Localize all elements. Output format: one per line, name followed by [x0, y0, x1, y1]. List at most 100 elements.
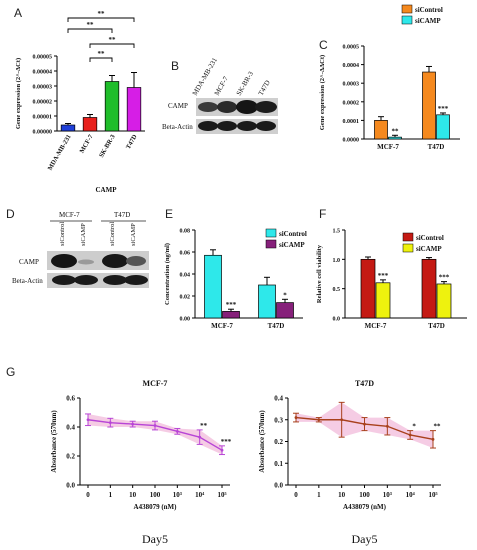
blot-b-band	[198, 102, 218, 112]
panel-label-d: D	[6, 207, 15, 221]
x-tick-label: 1	[109, 491, 113, 499]
blot-d-lane-4: siCAMP	[130, 223, 137, 246]
y-axis-label: Absorbance (570nm)	[50, 410, 58, 473]
data-point	[408, 433, 412, 437]
blot-b-band	[256, 121, 276, 131]
blot-d-lane-2: siCAMP	[80, 223, 87, 246]
x-tick-label: 10⁵	[428, 491, 437, 499]
x-axis-label: A438079 (nM)	[134, 503, 178, 511]
blot-b-band	[237, 121, 257, 131]
blot-d-lane-3: siControl	[109, 222, 116, 246]
blot-d-group-1: MCF-7	[59, 211, 80, 219]
bar	[375, 282, 391, 319]
data-point	[431, 437, 435, 441]
data-point	[363, 422, 366, 426]
y-tick-label: 0.00004	[33, 70, 53, 76]
x-tick-label: T47D	[428, 322, 445, 330]
blot-b: MDA-MB-231 MCF-7 SK-BR-3 T47D CAMP Beta-…	[162, 56, 278, 134]
significance-label: **	[109, 36, 117, 44]
legend-swatch	[402, 243, 414, 253]
bar	[60, 124, 76, 132]
blot-b-band	[255, 101, 277, 113]
y-tick-label: 0.0	[66, 482, 75, 490]
y-tick-label: 0.4	[66, 424, 75, 432]
y-tick-label: 0.0000	[343, 138, 360, 144]
x-tick-label: MDA-MB-231	[47, 134, 73, 172]
bar	[422, 71, 436, 140]
data-point	[385, 424, 389, 428]
x-tick-label: 10⁴	[195, 491, 205, 499]
legend-label: siControl	[279, 230, 307, 238]
x-tick-label: 0	[294, 491, 298, 499]
data-point	[340, 418, 344, 422]
significance-label: ***	[378, 272, 389, 280]
y-tick-label: 0.00005	[33, 55, 53, 61]
blot-d-band	[52, 275, 76, 285]
bar	[258, 284, 276, 319]
bar	[222, 311, 240, 319]
chart-title: T47D	[355, 379, 374, 388]
significance-label: **	[434, 423, 442, 431]
y-tick-label: 0.0003	[343, 82, 360, 88]
blot-b-lane-3: SK-BR-3	[235, 70, 255, 97]
significance-bracket	[89, 57, 113, 62]
significance-label: ***	[439, 274, 450, 282]
blot-d-band	[102, 254, 128, 268]
legend-swatch	[401, 15, 413, 25]
significance-label: **	[98, 50, 106, 58]
blot-d-group-2: T47D	[114, 211, 130, 219]
data-point	[153, 424, 157, 427]
blot-b-row-actin: Beta-Actin	[162, 123, 193, 131]
y-tick-label: 0.00003	[33, 85, 53, 91]
significance-bracket	[89, 43, 135, 48]
chart-g-mcf7: 0.0 0.2 0.4 0.6 Absorbance (570nm) MCF-7 0 1 10 1…	[50, 379, 232, 546]
blot-d-band	[74, 275, 98, 285]
chart-g-t47d: 0.0 0.1 0.2 0.3 0.4 Absorbance (570nm) T47D 0 1 1…	[258, 379, 441, 546]
significance-label: **	[200, 422, 208, 430]
significance-bracket	[67, 28, 113, 33]
bar	[82, 117, 98, 132]
blot-b-lane-2: MCF-7	[213, 75, 230, 97]
panel-label-g: G	[6, 365, 15, 379]
x-tick-label: 1	[317, 491, 321, 499]
y-tick-label: 0.00002	[33, 100, 53, 106]
bar	[374, 120, 388, 140]
y-axis-label: Gene expression (2^-ΔΔCt)	[319, 55, 326, 130]
panel-label-b: B	[171, 59, 179, 73]
chart-a: 0.00000 0.00001 0.00002 0.00003 0.00004 0.000…	[15, 10, 145, 194]
blot-d-lane-1: siControl	[59, 222, 66, 246]
blot-d-band	[78, 259, 94, 265]
chart-f: 0.0 0.5 1.0 1.5 Relative cell viability *** MC…	[316, 229, 467, 330]
bar	[276, 302, 294, 319]
bar	[388, 136, 402, 140]
significance-label: **	[98, 10, 106, 18]
x-tick-label: MCF-7	[211, 322, 233, 330]
x-tick-label: MCF-7	[365, 322, 387, 330]
panel-label-a: A	[14, 6, 22, 20]
x-tick-label: 10⁵	[217, 491, 226, 499]
x-tick-label: 10³	[383, 491, 392, 499]
panel-label-e: E	[165, 207, 173, 221]
bar	[360, 258, 376, 319]
legend-label: siControl	[415, 6, 443, 14]
bar	[436, 283, 452, 319]
data-point	[198, 435, 202, 439]
legend-label: siCAMP	[279, 241, 305, 249]
bar	[436, 114, 450, 140]
significance-label: ***	[438, 105, 449, 113]
x-tick-label: T47D	[428, 143, 445, 151]
significance-label: *	[283, 291, 287, 299]
x-tick-label: 10⁴	[406, 491, 416, 499]
x-tick-label: 100	[359, 491, 370, 499]
x-tick-label: 10	[338, 491, 346, 499]
x-tick-label: T47D	[268, 322, 285, 330]
legend-label: siCAMP	[415, 17, 441, 25]
x-tick-label: 10	[129, 491, 137, 499]
y-tick-label: 0.0	[274, 482, 283, 490]
x-tick-label: 0	[86, 491, 90, 499]
blot-d: MCF-7 T47D siControl siCAMP siControl si…	[12, 211, 149, 288]
panel-label-c: C	[319, 38, 328, 52]
y-tick-label: 0.02	[180, 295, 191, 301]
x-tick-label: 100	[150, 491, 161, 499]
